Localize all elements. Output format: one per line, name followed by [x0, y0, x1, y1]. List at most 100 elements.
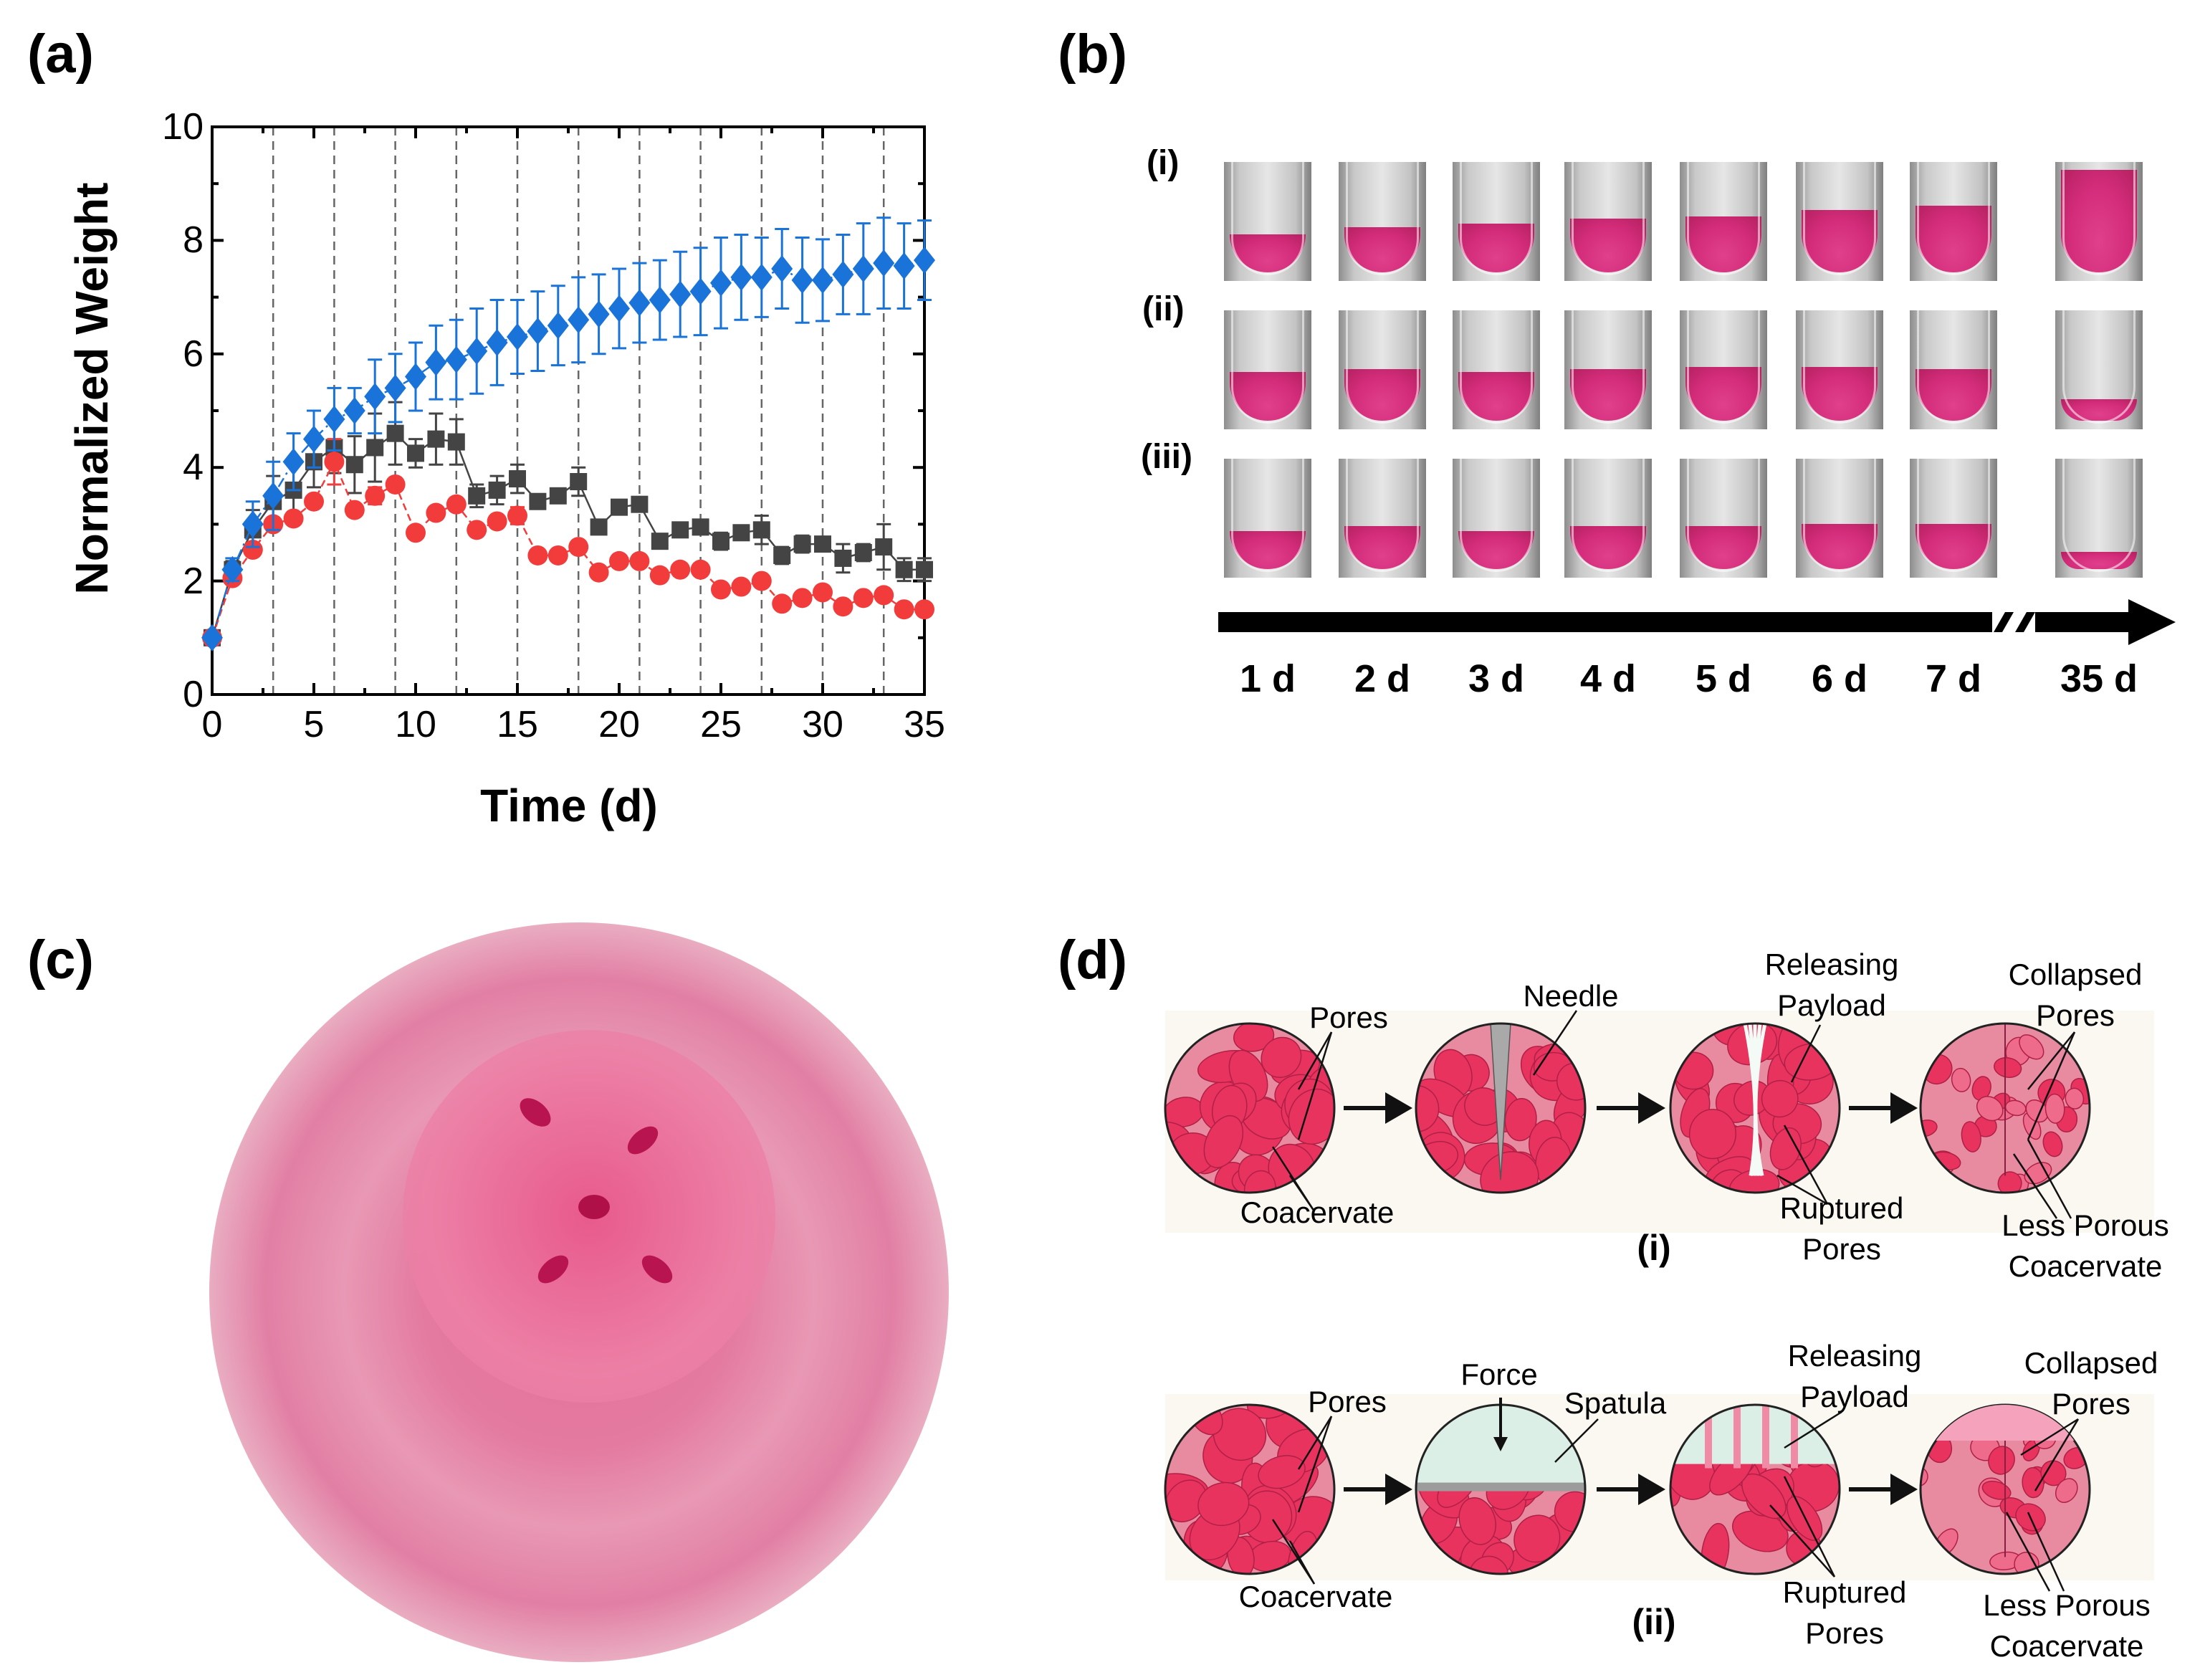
pore — [2055, 1478, 2078, 1503]
leader-line — [2027, 1139, 2072, 1219]
pore — [1261, 1036, 1302, 1078]
tube-photo — [1339, 459, 1426, 578]
data-point-square — [366, 439, 384, 457]
label-coacervate: Coacervate — [1238, 1580, 1393, 1613]
tube-photo — [1339, 310, 1426, 429]
leader-line — [1297, 1031, 1333, 1140]
pore — [1976, 1096, 2004, 1122]
label-pores: Pores — [1308, 1385, 1387, 1418]
data-point-square — [345, 456, 363, 474]
data-point-square — [570, 473, 588, 490]
leader-line — [1783, 1125, 1829, 1205]
tube-photo — [1224, 310, 1311, 429]
leader-line — [1297, 1416, 1333, 1513]
pore — [1688, 1109, 1736, 1160]
data-point-square — [773, 546, 791, 564]
pore — [1458, 1497, 1496, 1545]
data-point-circle — [690, 559, 711, 580]
leader-line — [2027, 1512, 2065, 1592]
data-point-square — [875, 538, 893, 556]
data-point-diamond — [893, 252, 915, 280]
data-point-diamond — [221, 555, 244, 583]
data-point-square — [651, 533, 669, 550]
tube-glass — [1460, 459, 1533, 572]
tube-photo — [1453, 162, 1540, 281]
tube-photo — [1453, 310, 1540, 429]
tube-glass — [1460, 162, 1533, 275]
tube-glass — [1231, 162, 1304, 275]
panel-label-c: (c) — [27, 930, 94, 991]
data-point-square — [732, 524, 750, 542]
leader-line — [1783, 1476, 1836, 1578]
data-point-diamond — [303, 425, 325, 453]
label-releasing: Releasing — [1787, 1339, 1922, 1373]
day-label: 35 d — [2060, 657, 2138, 700]
data-point-diamond — [710, 269, 732, 297]
data-point-square — [854, 544, 872, 561]
data-point-square — [631, 495, 649, 513]
data-point-square — [386, 424, 404, 442]
label-ruptured: Ruptured — [1779, 1191, 1904, 1225]
data-point-square — [549, 487, 567, 505]
data-point-circle — [283, 508, 304, 529]
data-point-square — [814, 535, 831, 553]
tube-photo-grid: (i) (ii) (iii) 1 d 2 d 3 d 4 d 5 d 6 d 7 d 35 d — [0, 0, 2200, 717]
day-label: 6 d — [1811, 657, 1868, 700]
data-point-square — [834, 549, 852, 567]
panel-label-b: (b) — [1058, 24, 1128, 85]
tube-photo — [1910, 459, 1997, 578]
data-point-diamond — [425, 348, 447, 376]
data-point-square — [590, 518, 608, 536]
x-tick-label: 10 — [395, 704, 436, 745]
data-point-circle — [426, 502, 446, 523]
payload-streak — [1705, 1405, 1712, 1469]
arrow-right-icon — [1890, 1474, 1918, 1505]
pore-circle — [1670, 1023, 1840, 1193]
coacervate-top-photo — [209, 922, 949, 1662]
pore — [1197, 1481, 1250, 1527]
circle-outline — [1164, 1022, 1336, 1194]
row-label-i-schematic: (i) — [1637, 1228, 1671, 1268]
plot-frame — [211, 125, 926, 696]
pore — [1761, 1079, 1799, 1118]
data-point-square — [611, 498, 628, 516]
data-point-circle — [874, 585, 894, 606]
row-label-ii: (ii) — [1142, 290, 1185, 328]
tube-photo — [1796, 162, 1883, 281]
data-point-square — [447, 433, 465, 451]
tube-glass — [1917, 459, 1990, 572]
pore — [1997, 1171, 2022, 1193]
data-point-diamond — [750, 263, 773, 291]
data-point-circle — [487, 511, 507, 532]
row-label-ii-schematic: (ii) — [1632, 1602, 1676, 1642]
row-label-i: (i) — [1147, 144, 1180, 182]
x-axis-title: Time (d) — [480, 780, 658, 831]
leader-line — [2034, 1418, 2080, 1492]
payload-streak — [1762, 1405, 1769, 1469]
data-point-square — [529, 492, 547, 510]
leader-line — [1776, 1174, 1828, 1206]
x-tick-label: 0 — [201, 704, 223, 745]
leader-line — [2027, 1031, 2076, 1140]
data-point-square — [468, 487, 486, 505]
pore — [1504, 1097, 1537, 1142]
label-payload: Payload — [1800, 1380, 1909, 1413]
series-gray-square — [204, 401, 933, 646]
day-label: 4 d — [1579, 657, 1637, 700]
circle-outline — [1669, 1403, 1841, 1575]
needle-icon — [1490, 1023, 1511, 1180]
data-point-circle — [324, 452, 345, 472]
tube-photo — [1680, 459, 1767, 578]
arrow-right-icon — [1638, 1474, 1665, 1505]
leader-line — [1532, 1010, 1578, 1076]
data-point-diamond — [466, 337, 488, 365]
label-collapsed-pores: Pores — [2036, 998, 2115, 1032]
data-point-diamond — [628, 289, 651, 317]
label-coacervate: Coacervate — [1240, 1195, 1395, 1229]
data-point-diamond — [547, 312, 569, 340]
force-arrow-icon — [1493, 1437, 1508, 1451]
tube-glass — [2062, 310, 2136, 424]
data-point-diamond — [507, 323, 528, 351]
leader-line — [2020, 1418, 2079, 1456]
data-point-diamond — [323, 405, 345, 433]
